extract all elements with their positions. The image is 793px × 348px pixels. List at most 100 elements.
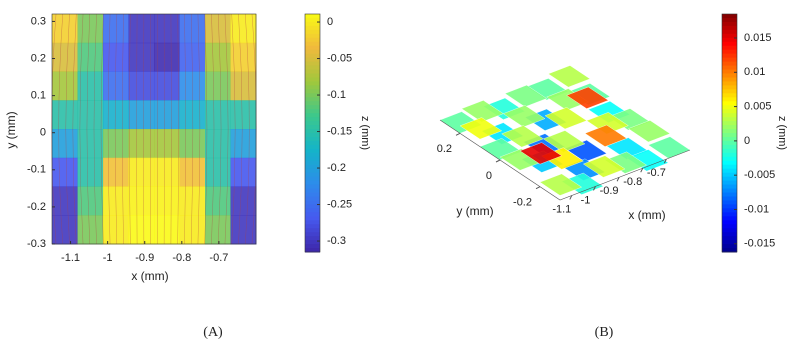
surface-tile [502,105,546,128]
contour-line [177,13,179,245]
z-cell [128,14,155,44]
colorbar-step [722,29,737,35]
colorbar-step [722,65,737,71]
colorbar-step [305,208,320,213]
contour-line [224,13,229,245]
z-cell [154,42,180,72]
x-tick-label: -0.7 [647,167,666,179]
colorbar-step [305,216,320,221]
colorbar-step [722,113,737,118]
colorbar-step [305,117,320,122]
colorbar-step [305,232,320,237]
z-cell [103,100,129,130]
y-tick-label: 0.1 [31,90,46,102]
x-tick [663,158,667,164]
contour-line [204,13,208,245]
colorbar-step [305,53,320,59]
contour-line [58,13,64,245]
colorbar-step [722,144,737,150]
colorbar-step [305,37,320,43]
colorbar-step [305,21,320,27]
colorbar-tick-label: -0.005 [744,169,775,181]
surface-tile [566,86,609,109]
contour-line [79,13,84,245]
contour-line [190,13,194,245]
contour-line [129,13,131,245]
colorbar-step [305,49,320,55]
colorbar-step [722,21,737,27]
y-tick-label: -0.2 [513,197,532,209]
colorbar-step [305,93,320,98]
surface-tile [542,130,586,153]
x-axis-label: x (mm) [628,208,665,222]
colorbar-step [305,200,320,205]
z-cell [103,71,129,101]
contour-line [170,13,172,245]
x-tick-label: -1 [581,194,591,206]
colorbar-step [305,57,320,63]
colorbar-step [305,140,320,146]
colorbar-step [305,160,320,166]
colorbar-tick-label: 0.015 [744,32,772,44]
axes-frame [51,13,257,245]
colorbar-step [305,73,320,78]
colorbar-label: z (mm) [359,116,371,150]
x-tick-label: -0.9 [600,185,619,197]
colorbar-step [722,81,737,86]
x-tick-label: -0.8 [623,176,642,188]
z-cell [154,71,180,101]
colorbar-step [722,97,737,102]
x-tick-label: -1 [103,252,113,264]
colorbar-step [305,101,320,106]
z-cell [52,100,78,130]
z-cell [230,42,257,72]
contour-line [251,13,257,245]
colorbar-step [305,228,320,233]
axis-edge [439,119,691,201]
colorbar-tick-label: -0.1 [327,89,346,101]
contour-line [93,13,97,245]
colorbar-step [722,248,737,253]
colorbar-step [722,188,737,193]
z-cell [205,71,231,101]
colorbar-step [722,77,737,82]
colorbar-step [722,212,737,217]
y-tick-label: 0 [40,127,46,139]
z-cell [205,215,231,245]
z-cell [230,100,257,130]
z-cell [77,71,104,101]
surface-tile [561,172,604,195]
colorbar-step [722,204,737,209]
colorbar-step [305,69,320,74]
colorbar-step [722,160,737,166]
colorbar-step [305,61,320,67]
colorbar-step [305,121,320,126]
contour-line [197,13,201,245]
x-tick [593,186,596,191]
colorbar-step [722,156,737,162]
colorbar-tick-label: -0.3 [327,235,346,247]
colorbar-tick-label: -0.15 [327,125,352,137]
y-axis-label: y (mm) [456,204,493,218]
colorbar-step [305,136,320,142]
colorbar-label: z (mm) [776,116,788,150]
surface-tile [504,84,548,108]
colorbar-step [305,172,320,178]
z-cell [128,215,155,245]
colorbar-step [305,45,320,51]
colorbar-tick-label: 0 [744,135,750,147]
colorbar-step [722,176,737,182]
colorbar-step [722,152,737,158]
colorbar-step [305,220,320,225]
colorbar-step [722,33,737,39]
z-cell [52,129,78,159]
colorbar-step [305,133,320,138]
colorbar-step [305,89,320,94]
colorbar-step [722,117,737,122]
z-cell [52,215,78,245]
colorbar-tick-label: -0.25 [327,198,352,210]
colorbar-step [305,180,320,186]
contour-line [136,13,138,245]
z-cell [179,215,206,245]
